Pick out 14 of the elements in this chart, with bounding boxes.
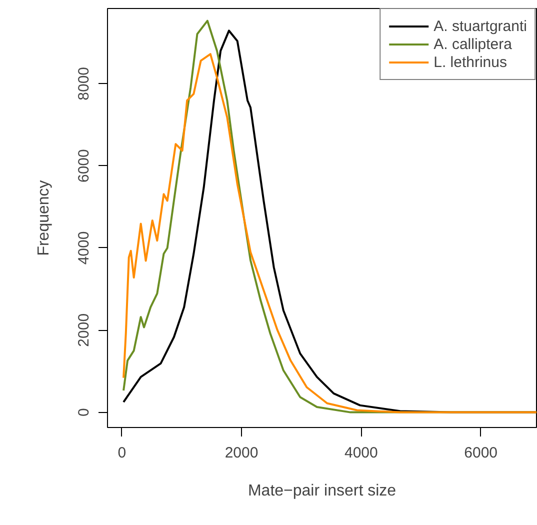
y-tick-label: 4000 <box>76 231 92 265</box>
x-tick-label: 2000 <box>224 444 258 462</box>
x-tick-label: 6000 <box>464 444 498 462</box>
x-tick-label: 4000 <box>344 444 378 462</box>
legend-label: A. calliptera <box>434 35 512 53</box>
legend-label: A. stuartgranti <box>434 17 527 35</box>
y-tick-label: 2000 <box>76 313 92 347</box>
y-axis-title: Frequency <box>36 180 52 256</box>
x-axis-title: Mate−pair insert size <box>248 482 396 500</box>
y-tick-label: 6000 <box>76 149 92 183</box>
y-tick-label: 0 <box>76 408 92 416</box>
y-tick-label: 8000 <box>76 66 92 100</box>
x-tick-label: 0 <box>118 444 126 462</box>
legend-label: L. lethrinus <box>434 53 507 71</box>
